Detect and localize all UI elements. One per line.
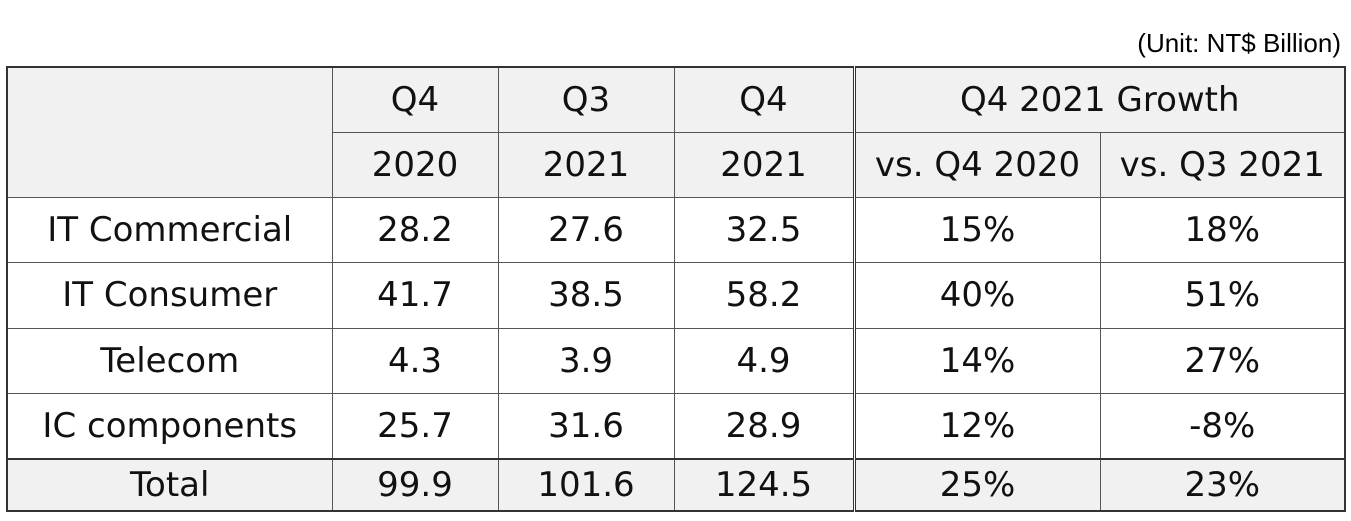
header-col2-quarter: Q3 xyxy=(497,66,675,133)
header-col1-quarter: Q4 xyxy=(331,66,499,133)
header-col3-year: 2021 xyxy=(673,131,855,199)
cell-vs-q3-2021: -8% xyxy=(1099,392,1346,460)
cell-q4-2020: 28.2 xyxy=(331,197,499,264)
table-row: Telecom 4.3 3.9 4.9 14% 27% xyxy=(6,327,1346,394)
cell-vs-q4-2020: 14% xyxy=(852,327,1101,394)
row-label: IT Consumer xyxy=(6,262,333,329)
cell-q4-2020: 25.7 xyxy=(331,392,499,460)
cell-q3-2021: 27.6 xyxy=(497,197,675,264)
cell-vs-q3-2021: 51% xyxy=(1099,262,1346,329)
total-q3-2021: 101.6 xyxy=(497,457,675,512)
table-row: IT Commercial 28.2 27.6 32.5 15% 18% xyxy=(6,197,1346,264)
total-row: Total 99.9 101.6 124.5 25% 23% xyxy=(6,457,1346,512)
header-growth-vs-q3-2021: vs. Q3 2021 xyxy=(1099,131,1346,199)
row-label: IC components xyxy=(6,392,333,460)
cell-vs-q3-2021: 27% xyxy=(1099,327,1346,394)
cell-vs-q4-2020: 40% xyxy=(852,262,1101,329)
cell-q3-2021: 31.6 xyxy=(497,392,675,460)
table-row: IC components 25.7 31.6 28.9 12% -8% xyxy=(6,392,1346,460)
total-vs-q4-2020: 25% xyxy=(852,457,1101,512)
row-label: Telecom xyxy=(6,327,333,394)
cell-q4-2021: 58.2 xyxy=(673,262,855,329)
row-label: IT Commercial xyxy=(6,197,333,264)
cell-vs-q4-2020: 12% xyxy=(852,392,1101,460)
header-col2-year: 2021 xyxy=(497,131,675,199)
total-q4-2021: 124.5 xyxy=(673,457,855,512)
header-col3-quarter: Q4 xyxy=(673,66,855,133)
header-growth-vs-q4-2020: vs. Q4 2020 xyxy=(852,131,1101,199)
header-row-years: 2020 2021 2021 vs. Q4 2020 vs. Q3 2021 xyxy=(7,131,1346,199)
header-row-quarters: Q4 Q3 Q4 Q4 2021 Growth xyxy=(6,66,1346,199)
header-col1-year: 2020 xyxy=(331,131,499,199)
total-q4-2020: 99.9 xyxy=(331,457,499,512)
revenue-table: Q4 Q3 Q4 Q4 2021 Growth 2020 2021 2021 v… xyxy=(6,66,1347,512)
cell-vs-q4-2020: 15% xyxy=(852,197,1101,264)
cell-q4-2020: 41.7 xyxy=(331,262,499,329)
cell-q4-2020: 4.3 xyxy=(331,327,499,394)
cell-q3-2021: 3.9 xyxy=(497,327,675,394)
cell-q4-2021: 32.5 xyxy=(673,197,855,264)
cell-q3-2021: 38.5 xyxy=(497,262,675,329)
cell-q4-2021: 28.9 xyxy=(673,392,855,460)
total-label: Total xyxy=(6,457,333,512)
total-vs-q3-2021: 23% xyxy=(1099,457,1346,512)
unit-note: (Unit: NT$ Billion) xyxy=(1137,28,1341,58)
header-blank-cell xyxy=(6,66,333,199)
cell-vs-q3-2021: 18% xyxy=(1099,197,1346,264)
header-growth-group: Q4 2021 Growth xyxy=(852,66,1346,133)
cell-q4-2021: 4.9 xyxy=(673,327,855,394)
table-row: IT Consumer 41.7 38.5 58.2 40% 51% xyxy=(6,262,1346,329)
